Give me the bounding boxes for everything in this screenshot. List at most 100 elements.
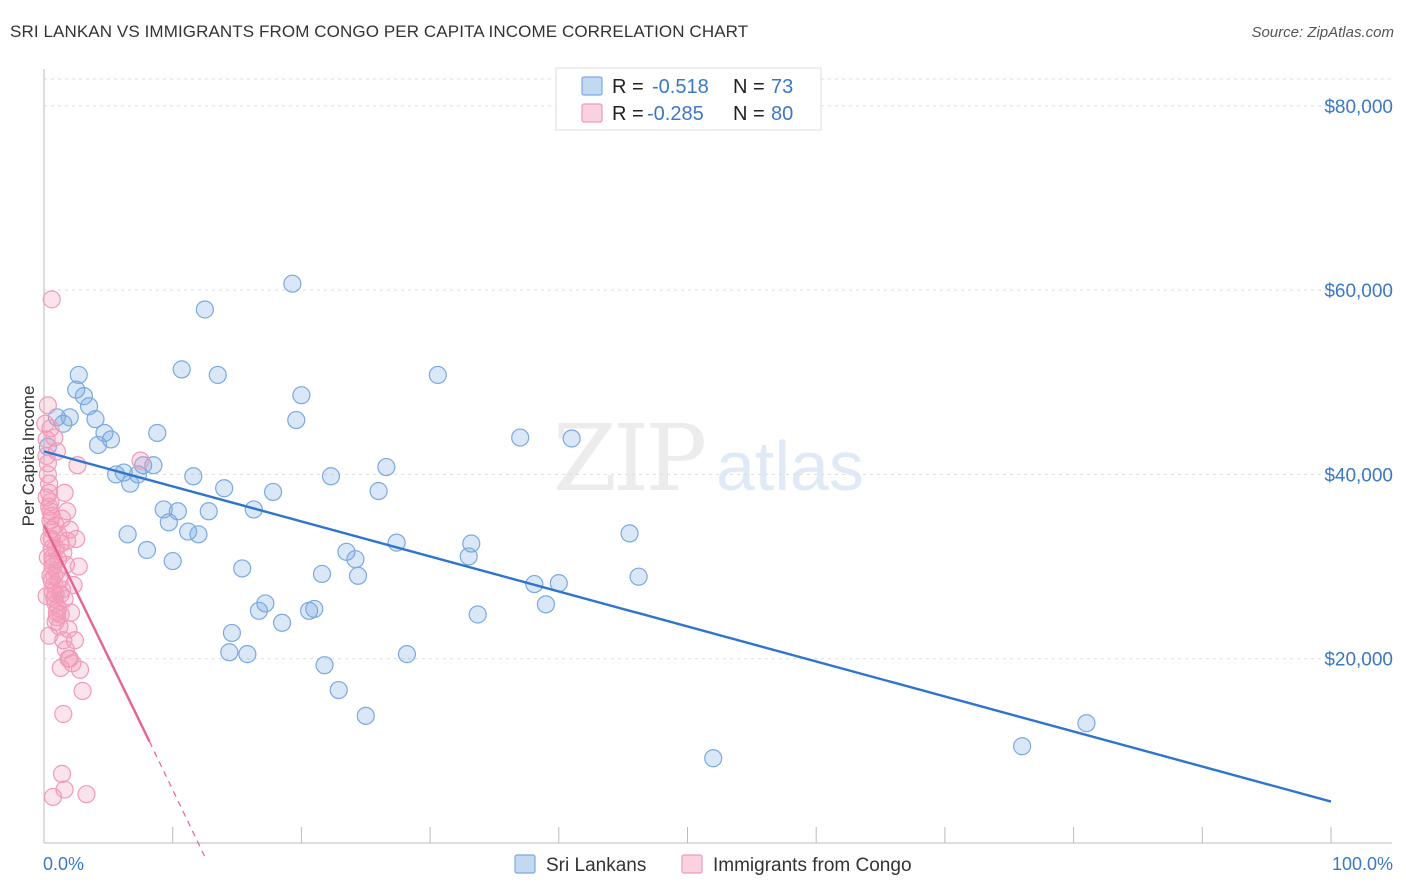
data-point [70, 660, 90, 679]
data-point [397, 645, 417, 664]
y-axis-label: Per Capita Income [19, 386, 38, 527]
data-point [195, 300, 214, 319]
data-point [73, 681, 92, 701]
x-tick-label-end: 100.0% [1332, 854, 1393, 874]
data-point [315, 656, 334, 675]
data-point [462, 534, 481, 553]
data-point [620, 524, 639, 543]
data-point [329, 680, 348, 700]
stats-r-label-1: R = [612, 103, 644, 125]
data-point [312, 564, 332, 584]
y-tick-label: $60,000 [1324, 281, 1393, 302]
data-point [148, 423, 167, 443]
data-point [321, 467, 341, 486]
trend-line-extrapolated [148, 741, 206, 858]
y-tick-labels: $20,000 $40,000 $60,000 $80,000 [1324, 97, 1393, 671]
trend-line [42, 524, 151, 743]
data-point [238, 645, 257, 664]
data-point [41, 419, 60, 438]
x-tick-label-start: 0.0% [43, 854, 84, 874]
data-point [356, 706, 375, 725]
data-point [51, 585, 70, 604]
data-point [52, 509, 72, 528]
data-point [562, 429, 581, 448]
data-point [43, 787, 63, 807]
data-point [189, 525, 208, 544]
legend-swatch-sri-lankans [514, 854, 536, 874]
data-point [263, 482, 283, 502]
data-point [41, 566, 60, 585]
stats-n-label-0: N = [733, 76, 765, 98]
data-point [37, 446, 56, 466]
data-point [1013, 737, 1032, 756]
legend-label-congo: Immigrants from Congo [713, 855, 912, 876]
data-point [58, 531, 77, 550]
data-point [704, 749, 723, 768]
stats-legend-box [555, 67, 822, 131]
data-point [54, 704, 73, 724]
data-point [369, 481, 388, 501]
data-point [287, 410, 306, 430]
y-tick-label: $80,000 [1324, 97, 1393, 118]
data-point [95, 423, 114, 443]
data-point [52, 764, 72, 783]
data-point [184, 467, 203, 486]
data-point [249, 601, 269, 620]
data-point [67, 529, 86, 549]
data-point [60, 408, 79, 427]
data-point [45, 428, 64, 447]
data-point [428, 365, 447, 385]
data-point [208, 365, 227, 385]
data-point [40, 474, 59, 493]
stats-legend-swatch-congo [581, 103, 603, 123]
data-point [346, 550, 365, 569]
data-point [131, 451, 150, 470]
chart-title: SRI LANKAN VS IMMIGRANTS FROM CONGO PER … [10, 22, 749, 41]
svg-text:ZIP: ZIP [553, 405, 704, 512]
data-point [233, 559, 252, 578]
data-point [61, 603, 81, 622]
data-point [172, 360, 191, 379]
data-point [468, 605, 487, 624]
data-point [348, 566, 368, 585]
source-credit: Source: ZipAtlas.com [1251, 24, 1394, 41]
data-point [40, 626, 59, 645]
data-point [37, 586, 56, 606]
data-point [272, 613, 292, 632]
data-point [256, 594, 275, 613]
data-point [536, 595, 556, 614]
data-point [74, 387, 93, 406]
svg-text:atlas: atlas [716, 427, 864, 505]
data-point [69, 365, 88, 385]
data-point [59, 620, 78, 639]
data-point [215, 479, 234, 498]
stats-n-value-1: 80 [771, 103, 793, 125]
data-point [38, 465, 57, 484]
data-point [77, 785, 96, 804]
stats-r-label-0: R = [612, 76, 644, 98]
y-tick-label: $20,000 [1324, 650, 1393, 671]
watermark: ZIP atlas [553, 405, 864, 512]
data-point [1077, 714, 1096, 733]
x-ticks [43, 827, 1332, 843]
data-point [69, 557, 88, 576]
trend-line [43, 450, 1332, 803]
data-point [283, 274, 302, 293]
data-point [305, 599, 324, 619]
data-point [86, 410, 105, 429]
data-point [65, 631, 84, 650]
data-point [163, 551, 182, 571]
data-point [292, 386, 311, 405]
data-point [101, 430, 121, 449]
stats-legend-swatch-sri-lankans [581, 76, 603, 96]
series-congo-points [36, 290, 150, 807]
series-sri-lankans-points [38, 274, 1096, 768]
data-point [55, 483, 74, 502]
data-point [38, 396, 57, 415]
trend-lines [42, 450, 1332, 858]
data-point [179, 522, 198, 541]
data-point [629, 567, 648, 586]
stats-r-value-1: -0.285 [647, 103, 704, 125]
data-point [118, 525, 137, 544]
